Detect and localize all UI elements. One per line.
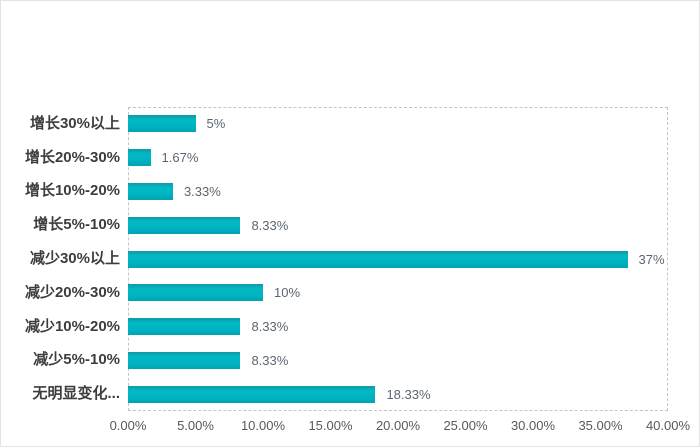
data-label: 18.33% [386, 386, 431, 402]
x-axis-tick-label: 35.00% [578, 418, 623, 433]
category-label: 增长10%-20% [24, 182, 120, 200]
category-label: 增长20%-30% [24, 148, 120, 166]
x-axis-tick-label: 5.00% [177, 418, 214, 433]
category-label: 减少5%-10% [33, 351, 120, 369]
data-label: 8.33% [251, 352, 289, 368]
category-label: 无明显变化... [32, 385, 120, 403]
category-label: 增长5%-10% [33, 216, 120, 234]
data-label: 37% [638, 251, 665, 267]
bar[interactable] [128, 149, 151, 167]
category-label: 减少20%-30% [24, 283, 120, 301]
data-label: 1.67% [161, 150, 199, 166]
x-axis-tick-label: 25.00% [443, 418, 488, 433]
data-label: 8.33% [251, 319, 289, 335]
x-axis-tick-label: 40.00% [645, 418, 691, 433]
data-label: 10% [274, 285, 301, 301]
bar[interactable] [128, 250, 628, 268]
x-axis-tick-label: 15.00% [308, 418, 353, 433]
data-label: 8.33% [251, 217, 289, 233]
bar[interactable] [128, 216, 241, 234]
category-label: 增长30%以上 [29, 114, 120, 132]
bar[interactable] [128, 318, 241, 336]
x-axis-tick-label: 30.00% [510, 418, 556, 433]
x-axis-tick-label: 10.00% [240, 418, 286, 433]
x-axis-tick-label: 0.00% [109, 418, 147, 433]
bar[interactable] [128, 351, 241, 369]
category-label: 减少10%-20% [24, 317, 120, 335]
category-label: 减少30%以上 [29, 250, 120, 267]
bar[interactable] [128, 284, 263, 302]
data-label: 3.33% [183, 183, 221, 199]
x-axis-tick-label: 20.00% [375, 418, 421, 433]
bar[interactable] [128, 385, 376, 403]
bar[interactable] [128, 182, 173, 200]
data-label: 5% [206, 116, 226, 132]
bar[interactable] [128, 115, 196, 133]
